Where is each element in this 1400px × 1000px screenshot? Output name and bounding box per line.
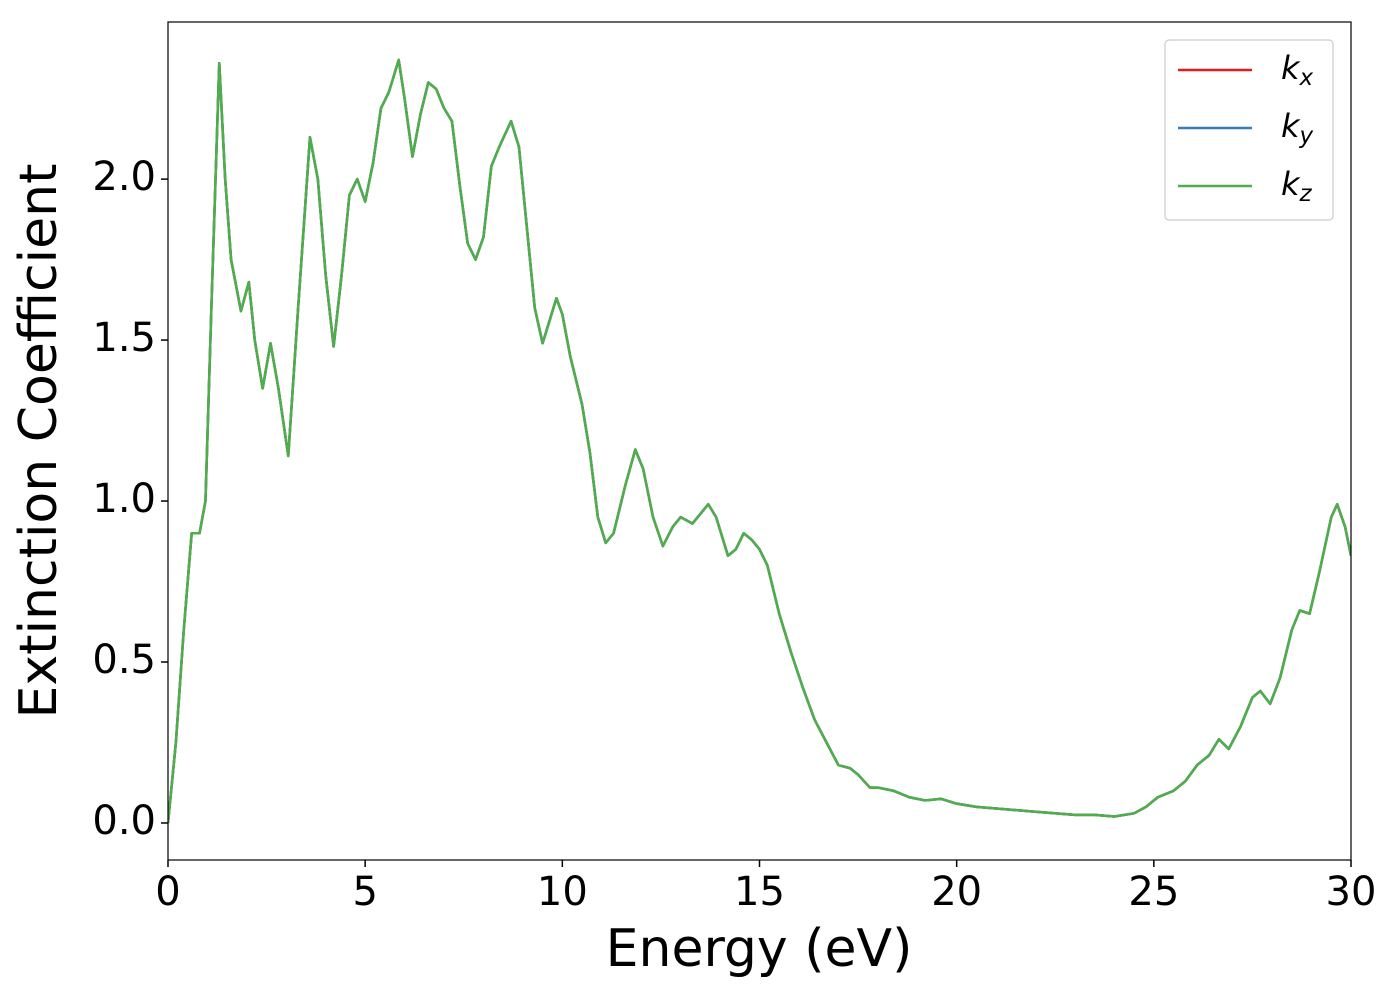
legend-label: ky <box>1281 107 1314 149</box>
y-axis-label: Extinction Coefficient <box>9 164 69 719</box>
x-tick-label: 10 <box>537 869 588 915</box>
x-tick-label: 15 <box>734 869 785 915</box>
x-tick-label: 5 <box>352 869 377 915</box>
x-tick-label: 20 <box>931 869 982 915</box>
legend-label: kx <box>1281 49 1314 91</box>
y-tick-label: 1.0 <box>92 476 156 522</box>
plot-frame <box>167 21 1352 861</box>
y-tick-label: 0.0 <box>92 798 156 844</box>
legend-label: kz <box>1281 165 1313 207</box>
x-tick-label: 0 <box>155 869 180 915</box>
y-tick-label: 0.5 <box>92 637 156 683</box>
x-axis-label: Energy (eV) <box>606 919 913 979</box>
x-tick-label: 30 <box>1326 869 1377 915</box>
y-tick-label: 1.5 <box>92 315 156 361</box>
series-line <box>168 58 1351 824</box>
legend-box <box>1164 39 1334 221</box>
x-tick-label: 25 <box>1128 869 1179 915</box>
y-tick-label: 2.0 <box>92 154 156 200</box>
